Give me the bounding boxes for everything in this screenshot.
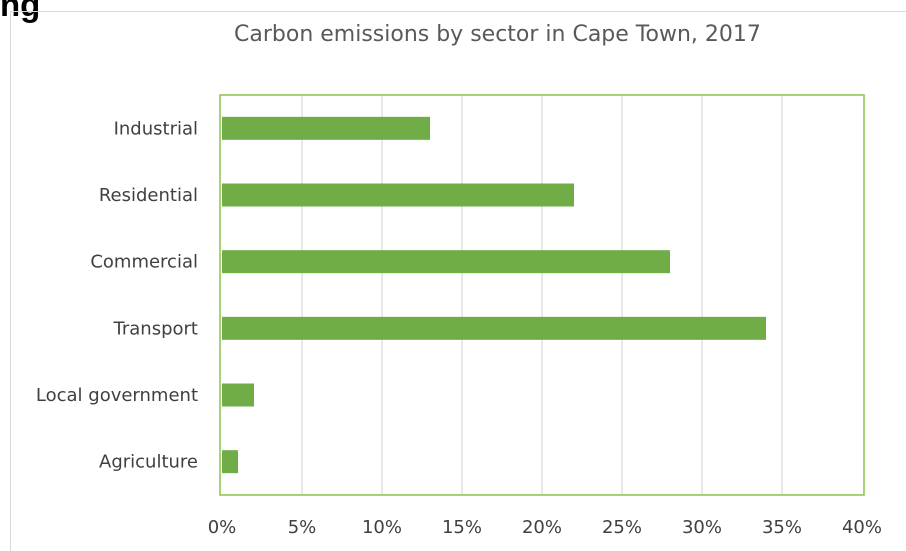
bar-commercial <box>222 250 670 274</box>
x-tick-label: 35% <box>762 517 802 538</box>
bar-transport <box>222 316 766 340</box>
outer-frame-left <box>10 11 11 551</box>
category-label: Commercial <box>90 252 198 273</box>
x-tick-label: 5% <box>288 517 317 538</box>
x-tick-label: 20% <box>522 517 562 538</box>
bar-industrial <box>222 116 430 140</box>
x-tick-labels: 0% 5% 10% 15% 20% 25% 30% 35% 40% <box>208 517 882 538</box>
category-label: Residential <box>99 185 198 206</box>
bars <box>222 116 766 474</box>
outer-frame-top <box>10 11 906 12</box>
bar-agriculture <box>222 450 238 474</box>
bar-local-government <box>222 383 254 407</box>
x-tick-label: 0% <box>208 517 237 538</box>
x-tick-label: 15% <box>442 517 482 538</box>
gridlines <box>301 95 783 495</box>
plot-area-border <box>219 94 865 496</box>
chart-title: Carbon emissions by sector in Cape Town,… <box>234 22 761 47</box>
category-labels: Industrial Residential Commercial Transport… <box>36 118 198 472</box>
category-label: Local government <box>36 385 198 406</box>
x-tick-label: 30% <box>682 517 722 538</box>
x-tick-label: 25% <box>602 517 642 538</box>
x-tick-label: 40% <box>842 517 882 538</box>
category-label: Transport <box>113 318 198 339</box>
bar-residential <box>222 183 574 207</box>
category-label: Industrial <box>114 118 198 139</box>
x-tick-label: 10% <box>362 517 402 538</box>
category-label: Agriculture <box>99 452 198 473</box>
